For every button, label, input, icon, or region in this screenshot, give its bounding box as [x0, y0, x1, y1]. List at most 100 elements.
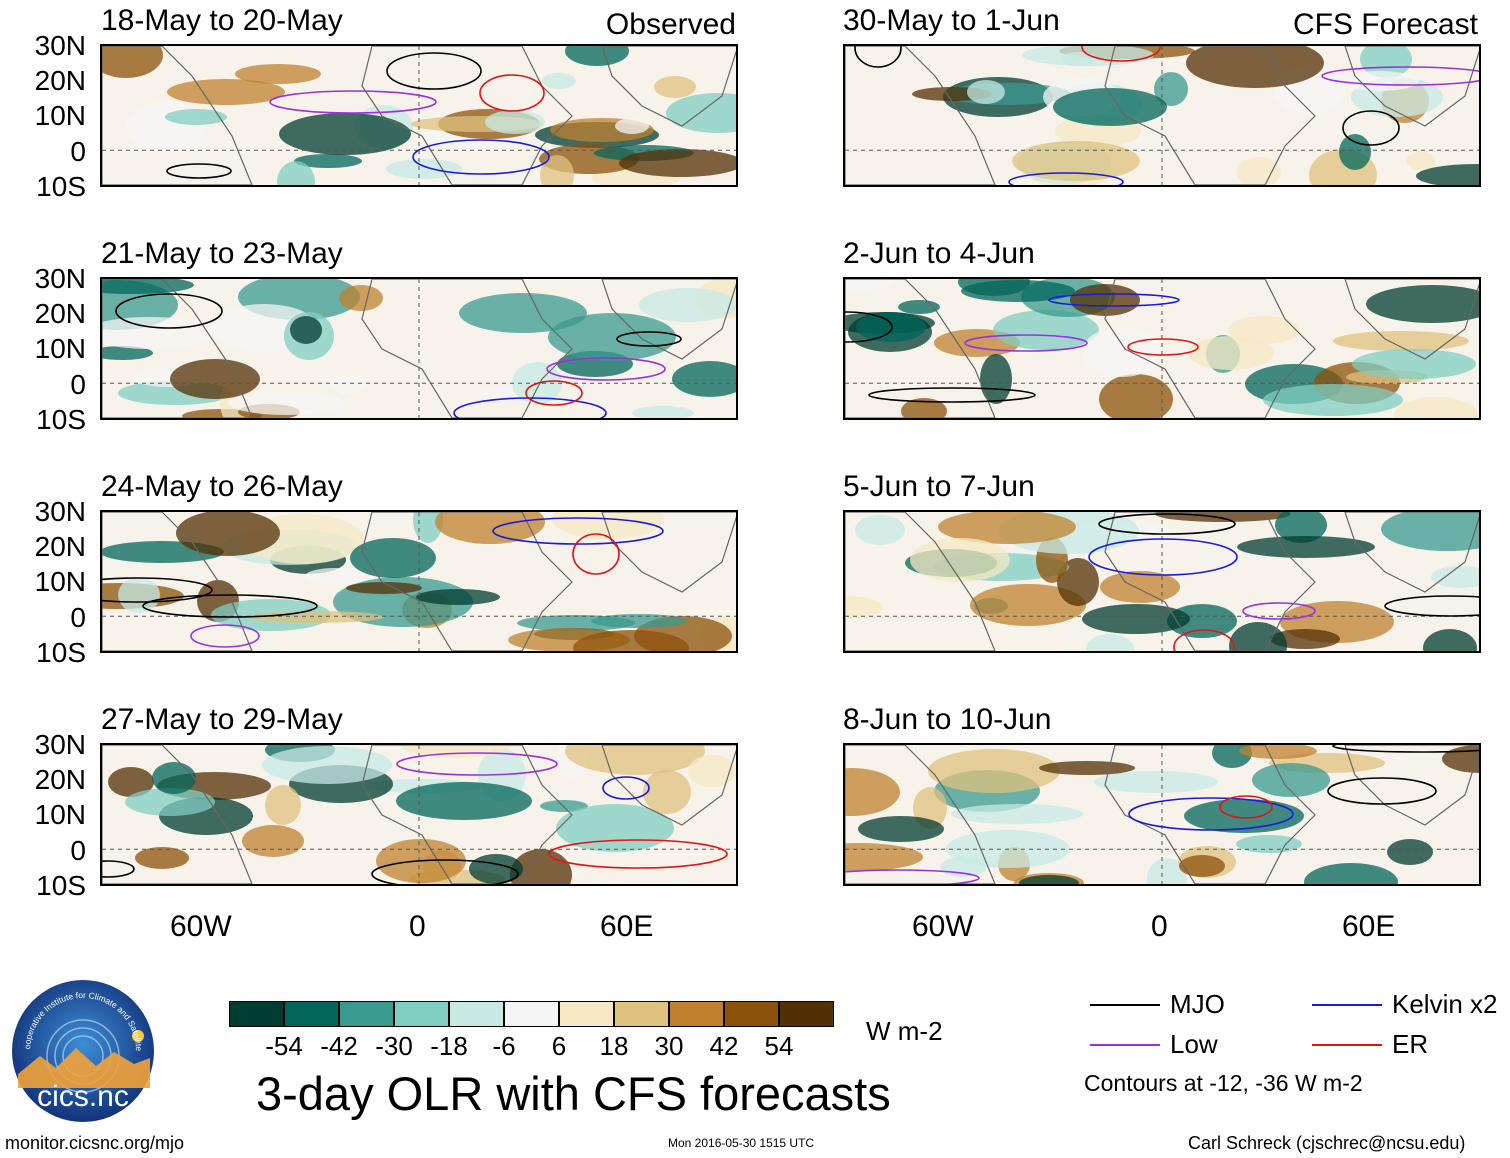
- wave-contour: [1384, 595, 1479, 617]
- wave-contour: [102, 860, 135, 878]
- coastline: [845, 745, 996, 884]
- coastline: [1344, 279, 1479, 360]
- olr-anomaly-blob: [980, 354, 1012, 404]
- wave-contour: [412, 139, 550, 175]
- colorbar-tick-label: 54: [764, 1031, 794, 1061]
- coastline: [361, 512, 573, 651]
- olr-anomaly-blob: [1239, 745, 1317, 759]
- wave-contour: [1048, 293, 1180, 307]
- panel-title: 30-May to 1-Jun: [843, 4, 1060, 37]
- olr-map-panel: [100, 510, 738, 653]
- coastline: [601, 46, 736, 127]
- olr-anomaly-blob: [845, 596, 883, 618]
- coastline: [1344, 46, 1479, 127]
- wave-contour: [602, 776, 650, 800]
- olr-anomaly-blob: [1147, 858, 1187, 884]
- colorbar-swatch: [229, 1001, 284, 1027]
- olr-anomaly-blob: [167, 79, 285, 105]
- colorbar-tick-label: 30: [654, 1031, 684, 1061]
- coastline: [601, 279, 736, 360]
- olr-anomaly-blob: [1339, 134, 1371, 170]
- olr-anomaly-blob: [102, 46, 163, 78]
- olr-anomaly-blob: [938, 512, 1076, 544]
- lat-label: 20N: [34, 764, 86, 795]
- coastline: [361, 279, 573, 418]
- lat-label: 30N: [34, 496, 86, 527]
- olr-map-panel: [843, 510, 1481, 653]
- wave-contour: [868, 387, 1036, 403]
- olr-anomaly-blob: [108, 767, 154, 797]
- olr-anomaly-blob: [1053, 88, 1167, 126]
- olr-anomaly-blob: [1423, 629, 1477, 651]
- colorbar-tick-label: 42: [709, 1031, 739, 1061]
- olr-anomaly-blob: [1416, 164, 1479, 185]
- olr-anomaly-blob: [643, 770, 691, 814]
- olr-anomaly-blob: [856, 312, 926, 342]
- olr-anomaly-blob: [1431, 566, 1479, 588]
- legend-label: Low: [1170, 1029, 1218, 1059]
- forecast-header: CFS Forecast: [1292, 8, 1478, 41]
- olr-anomaly-blob: [1387, 839, 1433, 865]
- olr-anomaly-blob: [1366, 285, 1479, 323]
- olr-anomaly-blob: [248, 611, 384, 623]
- coastline: [845, 512, 996, 651]
- olr-anomaly-blob: [910, 538, 1010, 582]
- olr-anomaly-blob: [1012, 141, 1140, 181]
- colorbar-tick-label: -42: [320, 1031, 358, 1061]
- coastline: [1104, 745, 1316, 884]
- olr-anomaly-blob: [290, 316, 322, 344]
- wave-contour: [1342, 110, 1400, 146]
- lat-label: 30N: [34, 729, 86, 760]
- olr-anomaly-blob: [262, 746, 392, 784]
- lat-label: 10S: [36, 171, 86, 202]
- olr-anomaly-blob: [386, 159, 462, 179]
- olr-anomaly-blob: [1333, 331, 1469, 351]
- coastline: [1104, 46, 1316, 185]
- olr-anomaly-blob: [540, 155, 574, 185]
- colorbar-swatch: [449, 1001, 504, 1027]
- olr-anomaly-blob: [845, 843, 923, 871]
- olr-anomaly-blob: [1057, 558, 1099, 606]
- olr-anomaly-blob: [102, 346, 153, 360]
- lon-label-60e-left: 60E: [600, 910, 654, 943]
- lon-label-0-left: 0: [409, 910, 426, 943]
- olr-anomaly-blob: [845, 279, 893, 291]
- lat-label: 20N: [34, 531, 86, 562]
- olr-anomaly-blob: [277, 161, 315, 185]
- olr-anomaly-blob: [573, 630, 689, 651]
- panel-title: 21-May to 23-May: [101, 237, 343, 270]
- lat-label: 10N: [34, 799, 86, 830]
- olr-anomaly-blob: [565, 745, 705, 775]
- olr-anomaly-blob: [672, 361, 736, 397]
- olr-map-panel: [100, 743, 738, 886]
- wave-contour: [102, 577, 213, 603]
- olr-map-panel: [843, 277, 1481, 420]
- panel-title: 24-May to 26-May: [101, 470, 343, 503]
- olr-anomaly-blob: [350, 538, 436, 578]
- olr-anomaly-blob: [1039, 761, 1135, 775]
- panel-title: 2-Jun to 4-Jun: [843, 237, 1035, 270]
- olr-anomaly-blob: [152, 762, 196, 794]
- coastline: [102, 46, 253, 185]
- coastline: [601, 745, 736, 826]
- olr-anomaly-blob: [135, 847, 189, 869]
- lat-label: 0: [70, 602, 86, 633]
- lat-label: 0: [70, 136, 86, 167]
- wave-contour: [1128, 797, 1294, 831]
- coastline: [1344, 745, 1479, 826]
- olr-anomaly-blob: [1188, 336, 1274, 370]
- olr-anomaly-blob: [615, 118, 649, 134]
- wave-contour: [190, 624, 260, 648]
- olr-anomaly-blob: [1394, 397, 1478, 418]
- wave-contour: [1098, 513, 1236, 535]
- wave-contour: [142, 594, 318, 618]
- olr-anomaly-blob: [542, 73, 576, 89]
- olr-anomaly-blob: [228, 391, 346, 415]
- olr-anomaly-blob: [126, 101, 206, 153]
- olr-anomaly-blob: [1275, 512, 1327, 543]
- olr-anomaly-blob: [165, 109, 227, 125]
- wave-contour: [166, 163, 232, 179]
- lon-label-0-right: 0: [1151, 910, 1168, 943]
- colorbar-swatch: [504, 1001, 559, 1027]
- olr-anomaly-blob: [1086, 634, 1134, 651]
